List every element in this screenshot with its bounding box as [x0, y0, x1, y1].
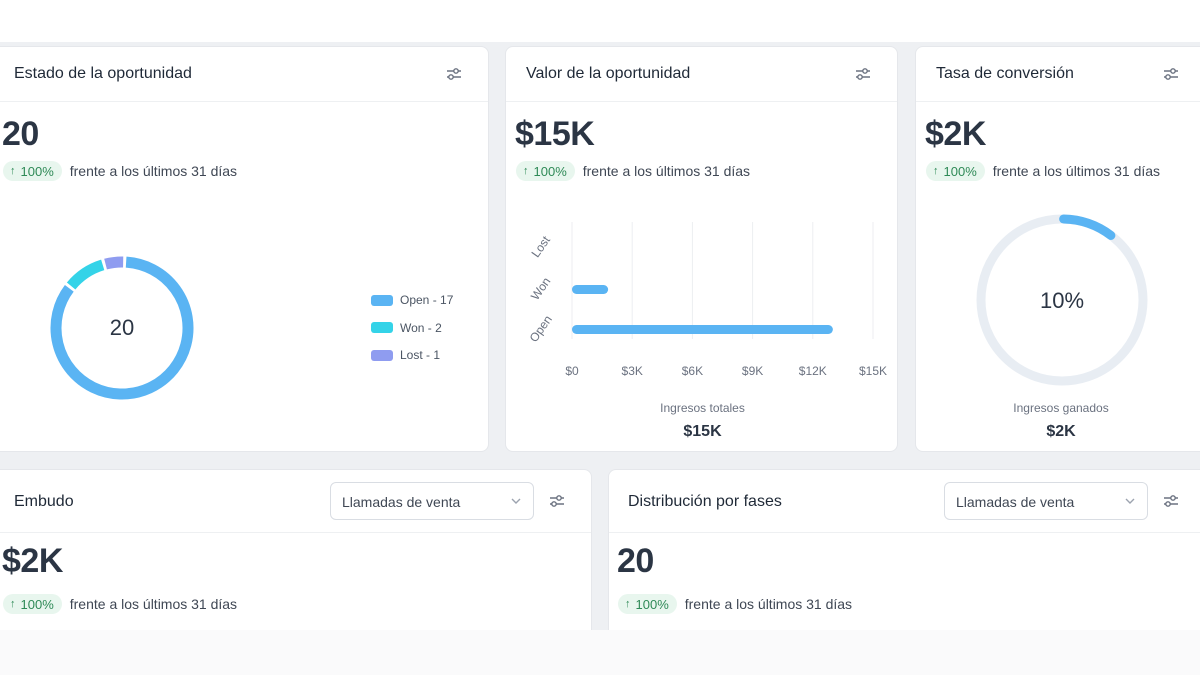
- card-header: Tasa de conversión: [916, 47, 1200, 102]
- trend-badge: ↑ 100%: [3, 161, 62, 181]
- card-title: Embudo: [14, 493, 74, 510]
- donut-center-label: 20: [110, 315, 134, 340]
- legend-swatch: [371, 349, 393, 361]
- opportunity-value: $15K: [515, 115, 595, 153]
- trend-label: frente a los últimos 31 días: [992, 163, 1161, 179]
- card-header: Estado de la oportunidad: [0, 47, 488, 102]
- bottom-bar: [0, 630, 1200, 675]
- conversion-rate-card: Tasa de conversión $2K ↑ 100% frente a lo…: [915, 46, 1200, 452]
- trend-indicator: ↑ 100% frente a los últimos 31 días: [926, 161, 1160, 181]
- trend-indicator: ↑ 100% frente a los últimos 31 días: [516, 161, 750, 181]
- trend-badge: ↑ 100%: [618, 594, 677, 614]
- arrow-up-icon: ↑: [10, 165, 16, 177]
- arrow-up-icon: ↑: [933, 165, 939, 177]
- card-header: Distribución por fases Llamadas de venta: [609, 470, 1200, 533]
- chevron-down-icon: [511, 498, 521, 504]
- legend-label: Lost - 1: [400, 348, 441, 362]
- trend-indicator: ↑ 100% frente a los últimos 31 días: [618, 594, 852, 614]
- x-tick-label: $0: [565, 364, 579, 378]
- funnel-value: $2K: [2, 542, 63, 580]
- trend-percent: 100%: [533, 163, 567, 179]
- trend-percent: 100%: [20, 163, 54, 179]
- card-title: Tasa de conversión: [936, 65, 1074, 82]
- trend-label: frente a los últimos 31 días: [582, 163, 751, 179]
- status-donut-chart: 20: [50, 256, 194, 400]
- pipeline-select[interactable]: Llamadas de venta: [944, 482, 1148, 520]
- bar-won[interactable]: [572, 285, 609, 294]
- distribution-value: 20: [617, 542, 654, 580]
- chart-caption-value: $15K: [683, 423, 722, 440]
- trend-percent: 100%: [20, 596, 54, 612]
- trend-percent: 100%: [943, 163, 977, 179]
- x-tick-label: $15K: [859, 364, 887, 378]
- settings-sliders-icon[interactable]: [446, 67, 462, 81]
- card-title: Valor de la oportunidad: [526, 65, 691, 82]
- gauge-caption-value: $2K: [1046, 423, 1076, 440]
- trend-badge: ↑ 100%: [3, 594, 62, 614]
- pipeline-select[interactable]: Llamadas de venta: [330, 482, 534, 520]
- gauge-progress-arc: [1059, 214, 1116, 240]
- donut-legend: Open - 17 Won - 2 Lost - 1: [371, 290, 453, 373]
- trend-percent: 100%: [635, 596, 669, 612]
- pipeline-select-value: Llamadas de venta: [956, 494, 1075, 510]
- x-tick-label: $6K: [682, 364, 703, 378]
- chevron-down-icon: [1125, 498, 1135, 504]
- trend-indicator: ↑ 100% frente a los últimos 31 días: [3, 594, 237, 614]
- status-count-value: 20: [2, 115, 39, 153]
- arrow-up-icon: ↑: [523, 165, 529, 177]
- legend-label: Open - 17: [400, 293, 454, 307]
- trend-badge: ↑ 100%: [516, 161, 575, 181]
- y-tick-label: Open: [527, 313, 555, 345]
- card-header: Valor de la oportunidad: [506, 47, 897, 102]
- conversion-value: $2K: [925, 115, 986, 153]
- donut-segment-won[interactable]: [66, 259, 105, 290]
- card-header: Embudo Llamadas de venta: [0, 470, 591, 533]
- settings-sliders-icon[interactable]: [1163, 67, 1179, 81]
- legend-item-won[interactable]: Won - 2: [371, 318, 453, 338]
- donut-segment-open[interactable]: [50, 256, 194, 400]
- donut-segment-lost[interactable]: [104, 256, 124, 270]
- chart-caption: Ingresos totales: [660, 401, 745, 415]
- x-tick-label: $9K: [742, 364, 763, 378]
- settings-sliders-icon[interactable]: [855, 67, 871, 81]
- top-bar: [0, 0, 1200, 42]
- arrow-up-icon: ↑: [625, 598, 631, 610]
- y-tick-label: Won: [528, 275, 554, 303]
- settings-sliders-icon[interactable]: [549, 494, 565, 508]
- gauge-label: 10%: [1040, 288, 1084, 313]
- conversion-gauge: 10%: [976, 214, 1148, 386]
- opportunity-status-card: Estado de la oportunidad 20 ↑ 100% frente…: [0, 46, 489, 452]
- revenue-bar-chart: $0 $3K $6K $9K $12K $15K Lost Won Open: [527, 222, 887, 378]
- opportunity-value-card: Valor de la oportunidad $15K ↑ 100% frent…: [505, 46, 898, 452]
- card-title: Distribución por fases: [628, 493, 782, 510]
- legend-label: Won - 2: [400, 320, 442, 335]
- trend-label: frente a los últimos 31 días: [684, 596, 853, 612]
- legend-swatch: [371, 294, 393, 306]
- y-tick-label: Lost: [528, 233, 553, 260]
- legend-swatch: [371, 322, 393, 333]
- x-tick-label: $3K: [622, 364, 643, 378]
- settings-sliders-icon[interactable]: [1163, 494, 1179, 508]
- trend-indicator: ↑ 100% frente a los últimos 31 días: [3, 161, 237, 181]
- trend-badge: ↑ 100%: [926, 161, 985, 181]
- x-tick-label: $12K: [799, 364, 827, 378]
- gauge-caption: Ingresos ganados: [1013, 401, 1109, 415]
- pipeline-select-value: Llamadas de venta: [342, 494, 461, 510]
- arrow-up-icon: ↑: [10, 598, 16, 610]
- card-title: Estado de la oportunidad: [14, 65, 192, 82]
- legend-item-open[interactable]: Open - 17: [371, 290, 453, 310]
- trend-label: frente a los últimos 31 días: [69, 596, 238, 612]
- legend-item-lost[interactable]: Lost - 1: [371, 345, 453, 365]
- trend-label: frente a los últimos 31 días: [69, 163, 238, 179]
- bar-open[interactable]: [572, 325, 833, 334]
